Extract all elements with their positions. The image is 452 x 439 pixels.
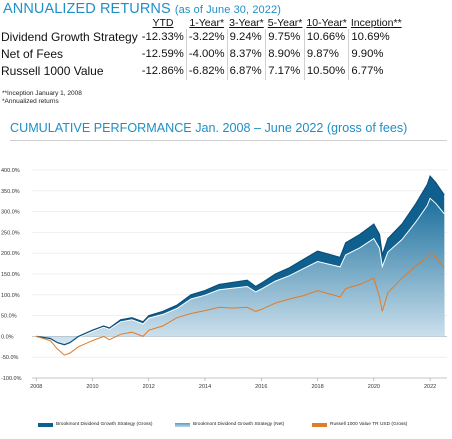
legend-swatch-benchmark — [312, 422, 327, 427]
x-tick-label: 2008 — [30, 384, 42, 390]
y-tick-label: 350.0% — [1, 189, 20, 195]
table-cell: 8.90% — [265, 46, 305, 63]
returns-header-5y: 5-Year* — [267, 17, 303, 29]
table-cell: 9.90% — [351, 48, 384, 60]
series-line-gross — [36, 175, 445, 346]
legend-label-benchmark: Russell 1000 Value TR USD (Gross) — [330, 422, 408, 427]
series-line-benchmark — [36, 252, 445, 356]
returns-table: YTD 1-Year* 3-Year* 5-Year* 10-Year* Inc… — [1, 17, 404, 80]
x-tick-label: 2010 — [86, 384, 98, 390]
row-label: Net of Fees — [1, 47, 64, 61]
returns-subtitle: (as of June 30, 2022) — [174, 4, 281, 16]
x-tick-label: 2012 — [143, 384, 155, 390]
returns-header-row: YTD 1-Year* 3-Year* 5-Year* 10-Year* Inc… — [1, 17, 404, 29]
y-axis: -100.0% -50.0% 0.0% 50.0% 100.0% 150.0% 200.0%… — [1, 168, 22, 382]
table-row: Dividend Growth Strategy -12.33% -3.22% … — [1, 29, 404, 46]
x-tick-label: 2018 — [311, 384, 323, 390]
table-row: Russell 1000 Value -12.86% -6.82% 6.87% … — [1, 63, 404, 80]
table-cell: 10.50% — [304, 63, 350, 80]
legend-item-net: Brookmont Dividend Growth Strategy (Net) — [175, 422, 284, 427]
table-cell: 6.77% — [351, 65, 384, 77]
table-row: Net of Fees -12.59% -4.00% 8.37% 8.90% 9… — [1, 46, 404, 63]
y-tick-label: -100.0% — [1, 376, 22, 382]
table-cell: 10.69% — [351, 31, 390, 43]
table-cell: -12.59% — [139, 46, 187, 63]
y-tick-label: 50.0% — [1, 314, 17, 320]
table-cell: -4.00% — [186, 46, 228, 63]
x-tick-label: 2014 — [199, 384, 211, 390]
table-cell: 8.37% — [227, 46, 267, 63]
table-cell: -3.22% — [186, 29, 228, 46]
y-tick-label: 300.0% — [1, 210, 20, 216]
y-tick-label: 150.0% — [1, 272, 20, 278]
row-label: Russell 1000 Value — [1, 64, 104, 78]
returns-header-1y: 1-Year* — [189, 17, 225, 29]
series-area-net — [36, 198, 445, 346]
performance-chart: -100.0% -50.0% 0.0% 50.0% 100.0% 150.0% 200.0%… — [1, 168, 447, 390]
table-cell: 10.66% — [304, 29, 350, 46]
table-cell: 6.87% — [227, 63, 267, 80]
legend-label-net: Brookmont Dividend Growth Strategy (Net) — [193, 422, 285, 427]
returns-header-blank — [1, 17, 140, 29]
footnote-inception: **Inception January 1, 2008 — [2, 90, 82, 97]
table-cell: 9.24% — [227, 29, 267, 46]
y-tick-label: 200.0% — [1, 251, 20, 257]
chart-series — [36, 175, 445, 356]
chart-legend: Brookmont Dividend Growth Strategy (Gros… — [0, 422, 452, 434]
y-tick-label: 0.0% — [1, 334, 14, 340]
returns-header-3y: 3-Year* — [229, 17, 264, 29]
row-label: Dividend Growth Strategy — [1, 30, 138, 44]
table-cell: -12.33% — [139, 29, 187, 46]
table-cell: -6.82% — [186, 63, 228, 80]
table-cell: 9.87% — [304, 46, 350, 63]
returns-header-10y: 10-Year* — [306, 17, 347, 29]
returns-header-inception: Inception** — [350, 17, 402, 29]
table-cell: 7.17% — [265, 63, 305, 80]
returns-header-ytd: YTD — [152, 17, 174, 29]
y-tick-label: -50.0% — [1, 355, 19, 361]
x-tick-label: 2020 — [368, 384, 380, 390]
table-cell: 9.75% — [265, 29, 305, 46]
footnote-annualized: *Annualized returns — [2, 98, 59, 105]
y-tick-label: 100.0% — [1, 293, 20, 299]
legend-swatch-net — [175, 422, 190, 427]
series-line-net-edge — [36, 197, 445, 347]
legend-item-gross: Brookmont Dividend Growth Strategy (Gros… — [38, 422, 153, 427]
legend-swatch-gross — [38, 422, 53, 427]
x-tick-label: 2016 — [255, 384, 267, 390]
legend-item-benchmark: Russell 1000 Value TR USD (Gross) — [312, 422, 407, 427]
chart-title: CUMULATIVE PERFORMANCE Jan. 2008 – June … — [10, 121, 408, 135]
table-cell: -12.86% — [139, 63, 187, 80]
y-tick-label: 400.0% — [1, 168, 20, 174]
divider-line — [10, 140, 447, 141]
legend-label-gross: Brookmont Dividend Growth Strategy (Gros… — [56, 422, 153, 427]
x-axis: 2008 2010 2012 2014 2016 2018 2020 2022 — [30, 377, 447, 390]
x-tick-label: 2022 — [424, 384, 436, 390]
returns-title: ANNUALIZED RETURNS (as of June 30, 2022) — [3, 1, 281, 17]
returns-title-text: ANNUALIZED RETURNS — [3, 1, 171, 17]
y-tick-label: 250.0% — [1, 230, 20, 236]
